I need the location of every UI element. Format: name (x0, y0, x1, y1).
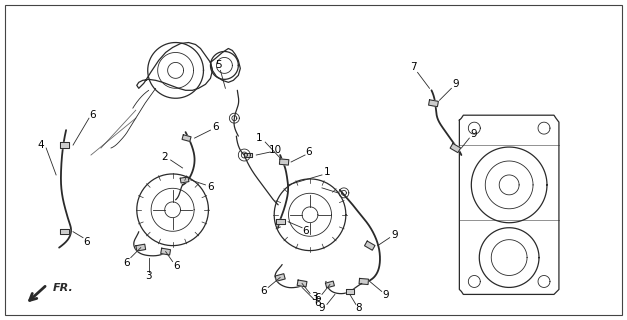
Text: 6: 6 (83, 237, 90, 247)
Text: 10: 10 (268, 145, 282, 155)
Text: 9: 9 (391, 230, 398, 240)
Text: 6: 6 (315, 298, 321, 308)
Polygon shape (180, 177, 189, 183)
Text: 6: 6 (303, 226, 309, 236)
Text: 6: 6 (207, 182, 214, 192)
Text: 1: 1 (256, 133, 262, 143)
Text: 2: 2 (161, 152, 168, 162)
Text: 7: 7 (410, 62, 417, 72)
Polygon shape (325, 281, 334, 288)
Text: FR.: FR. (53, 284, 74, 293)
Polygon shape (364, 241, 375, 250)
Text: 4: 4 (38, 140, 45, 150)
Polygon shape (450, 143, 461, 153)
Polygon shape (275, 274, 285, 281)
Text: 6: 6 (212, 122, 219, 132)
Text: 6: 6 (90, 110, 97, 120)
Polygon shape (60, 142, 68, 148)
Polygon shape (276, 219, 285, 224)
Polygon shape (280, 159, 289, 165)
Text: 9: 9 (470, 129, 477, 139)
Text: 6: 6 (173, 260, 180, 270)
Text: 9: 9 (452, 79, 459, 89)
Text: 6: 6 (315, 293, 321, 303)
Polygon shape (297, 280, 307, 287)
Text: 8: 8 (356, 303, 362, 313)
Text: 6: 6 (306, 147, 312, 157)
Polygon shape (245, 153, 252, 157)
Text: 3: 3 (311, 292, 317, 302)
Polygon shape (346, 289, 354, 294)
Polygon shape (136, 244, 145, 251)
Text: 9: 9 (319, 303, 325, 313)
Polygon shape (359, 278, 369, 284)
Text: 5: 5 (215, 60, 222, 70)
Text: 9: 9 (382, 291, 389, 300)
Polygon shape (182, 135, 191, 141)
Polygon shape (161, 248, 171, 255)
Text: 6: 6 (260, 286, 266, 296)
Text: 3: 3 (145, 271, 152, 282)
Polygon shape (429, 100, 438, 107)
Polygon shape (60, 229, 68, 234)
Text: 1: 1 (324, 167, 330, 177)
Text: 6: 6 (124, 258, 130, 268)
